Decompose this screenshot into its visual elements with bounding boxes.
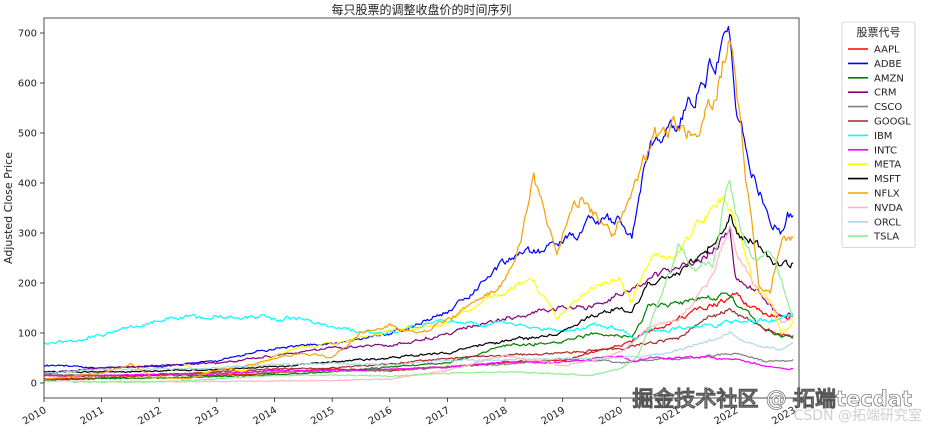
legend-label-orcl: ORCL: [874, 217, 901, 228]
chart-title: 每只股票的调整收盘价的时间序列: [331, 2, 511, 17]
x-tick-label: 2012: [136, 405, 164, 427]
series-lines: [43, 25, 794, 384]
series-line-orcl: [44, 331, 794, 374]
series-line-msft: [43, 213, 794, 374]
y-axis-ticks: 0 100 200 300 400 500 600 700: [18, 29, 44, 390]
y-tick-label: 200: [18, 279, 37, 290]
series-line-tsla: [72, 179, 794, 384]
legend-label-nflx: NFLX: [874, 189, 900, 200]
series-line-crm: [43, 228, 794, 374]
series-line-intc: [43, 355, 794, 377]
x-tick-label: 2010: [21, 405, 49, 427]
y-tick-label: 0: [31, 379, 37, 390]
legend-label-crm: CRM: [874, 88, 897, 99]
y-tick-label: 600: [18, 79, 37, 90]
legend-label-nvda: NVDA: [874, 203, 903, 214]
legend-label-csco: CSCO: [874, 102, 902, 113]
series-line-meta: [182, 195, 794, 374]
series-line-adbe: [43, 25, 794, 369]
plot-area-frame: [43, 17, 800, 399]
series-line-nflx: [43, 40, 794, 381]
y-tick-label: 500: [18, 129, 37, 140]
y-tick-label: 700: [18, 29, 37, 40]
y-tick-label: 300: [18, 229, 37, 240]
legend-label-amzn: AMZN: [874, 73, 904, 84]
legend-label-aapl: AAPL: [874, 45, 900, 56]
x-tick-label: 2014: [251, 405, 279, 427]
y-tick-label: 100: [18, 329, 37, 340]
legend-title: 股票代号: [857, 26, 901, 39]
series-line-ibm: [43, 312, 794, 345]
legend-label-meta: META: [874, 160, 901, 171]
x-tick-label: 2016: [367, 405, 395, 427]
legend-label-ibm: IBM: [874, 131, 892, 142]
watermark-secondary: CSDN @拓端研究室: [794, 407, 922, 424]
legend-label-tsla: TSLA: [873, 232, 899, 243]
watermark-primary: 掘金技术社区 @ 拓端tecdat: [632, 387, 912, 411]
x-tick-label: 2020: [597, 405, 625, 427]
x-tick-label: 2011: [79, 405, 107, 427]
x-tick-label: 2017: [424, 405, 452, 427]
x-tick-label: 2019: [540, 405, 568, 427]
legend-label-adbe: ADBE: [874, 59, 902, 70]
legend-items: AAPL ADBE AMZN CRM CSCO GOOGL IBM INTC META MSFT N…: [848, 45, 911, 243]
y-tick-label: 400: [18, 179, 37, 190]
y-axis-title: Adjusted Close Price: [2, 152, 15, 264]
legend-label-googl: GOOGL: [874, 117, 911, 128]
legend-label-msft: MSFT: [874, 174, 902, 185]
legend-label-intc: INTC: [874, 145, 897, 156]
x-tick-label: 2013: [194, 405, 222, 427]
legend: 股票代号 AAPL ADBE AMZN CRM CSCO GOOGL IBM INTC META…: [841, 21, 916, 249]
x-tick-label: 2015: [309, 405, 337, 427]
x-tick-label: 2018: [482, 405, 510, 427]
